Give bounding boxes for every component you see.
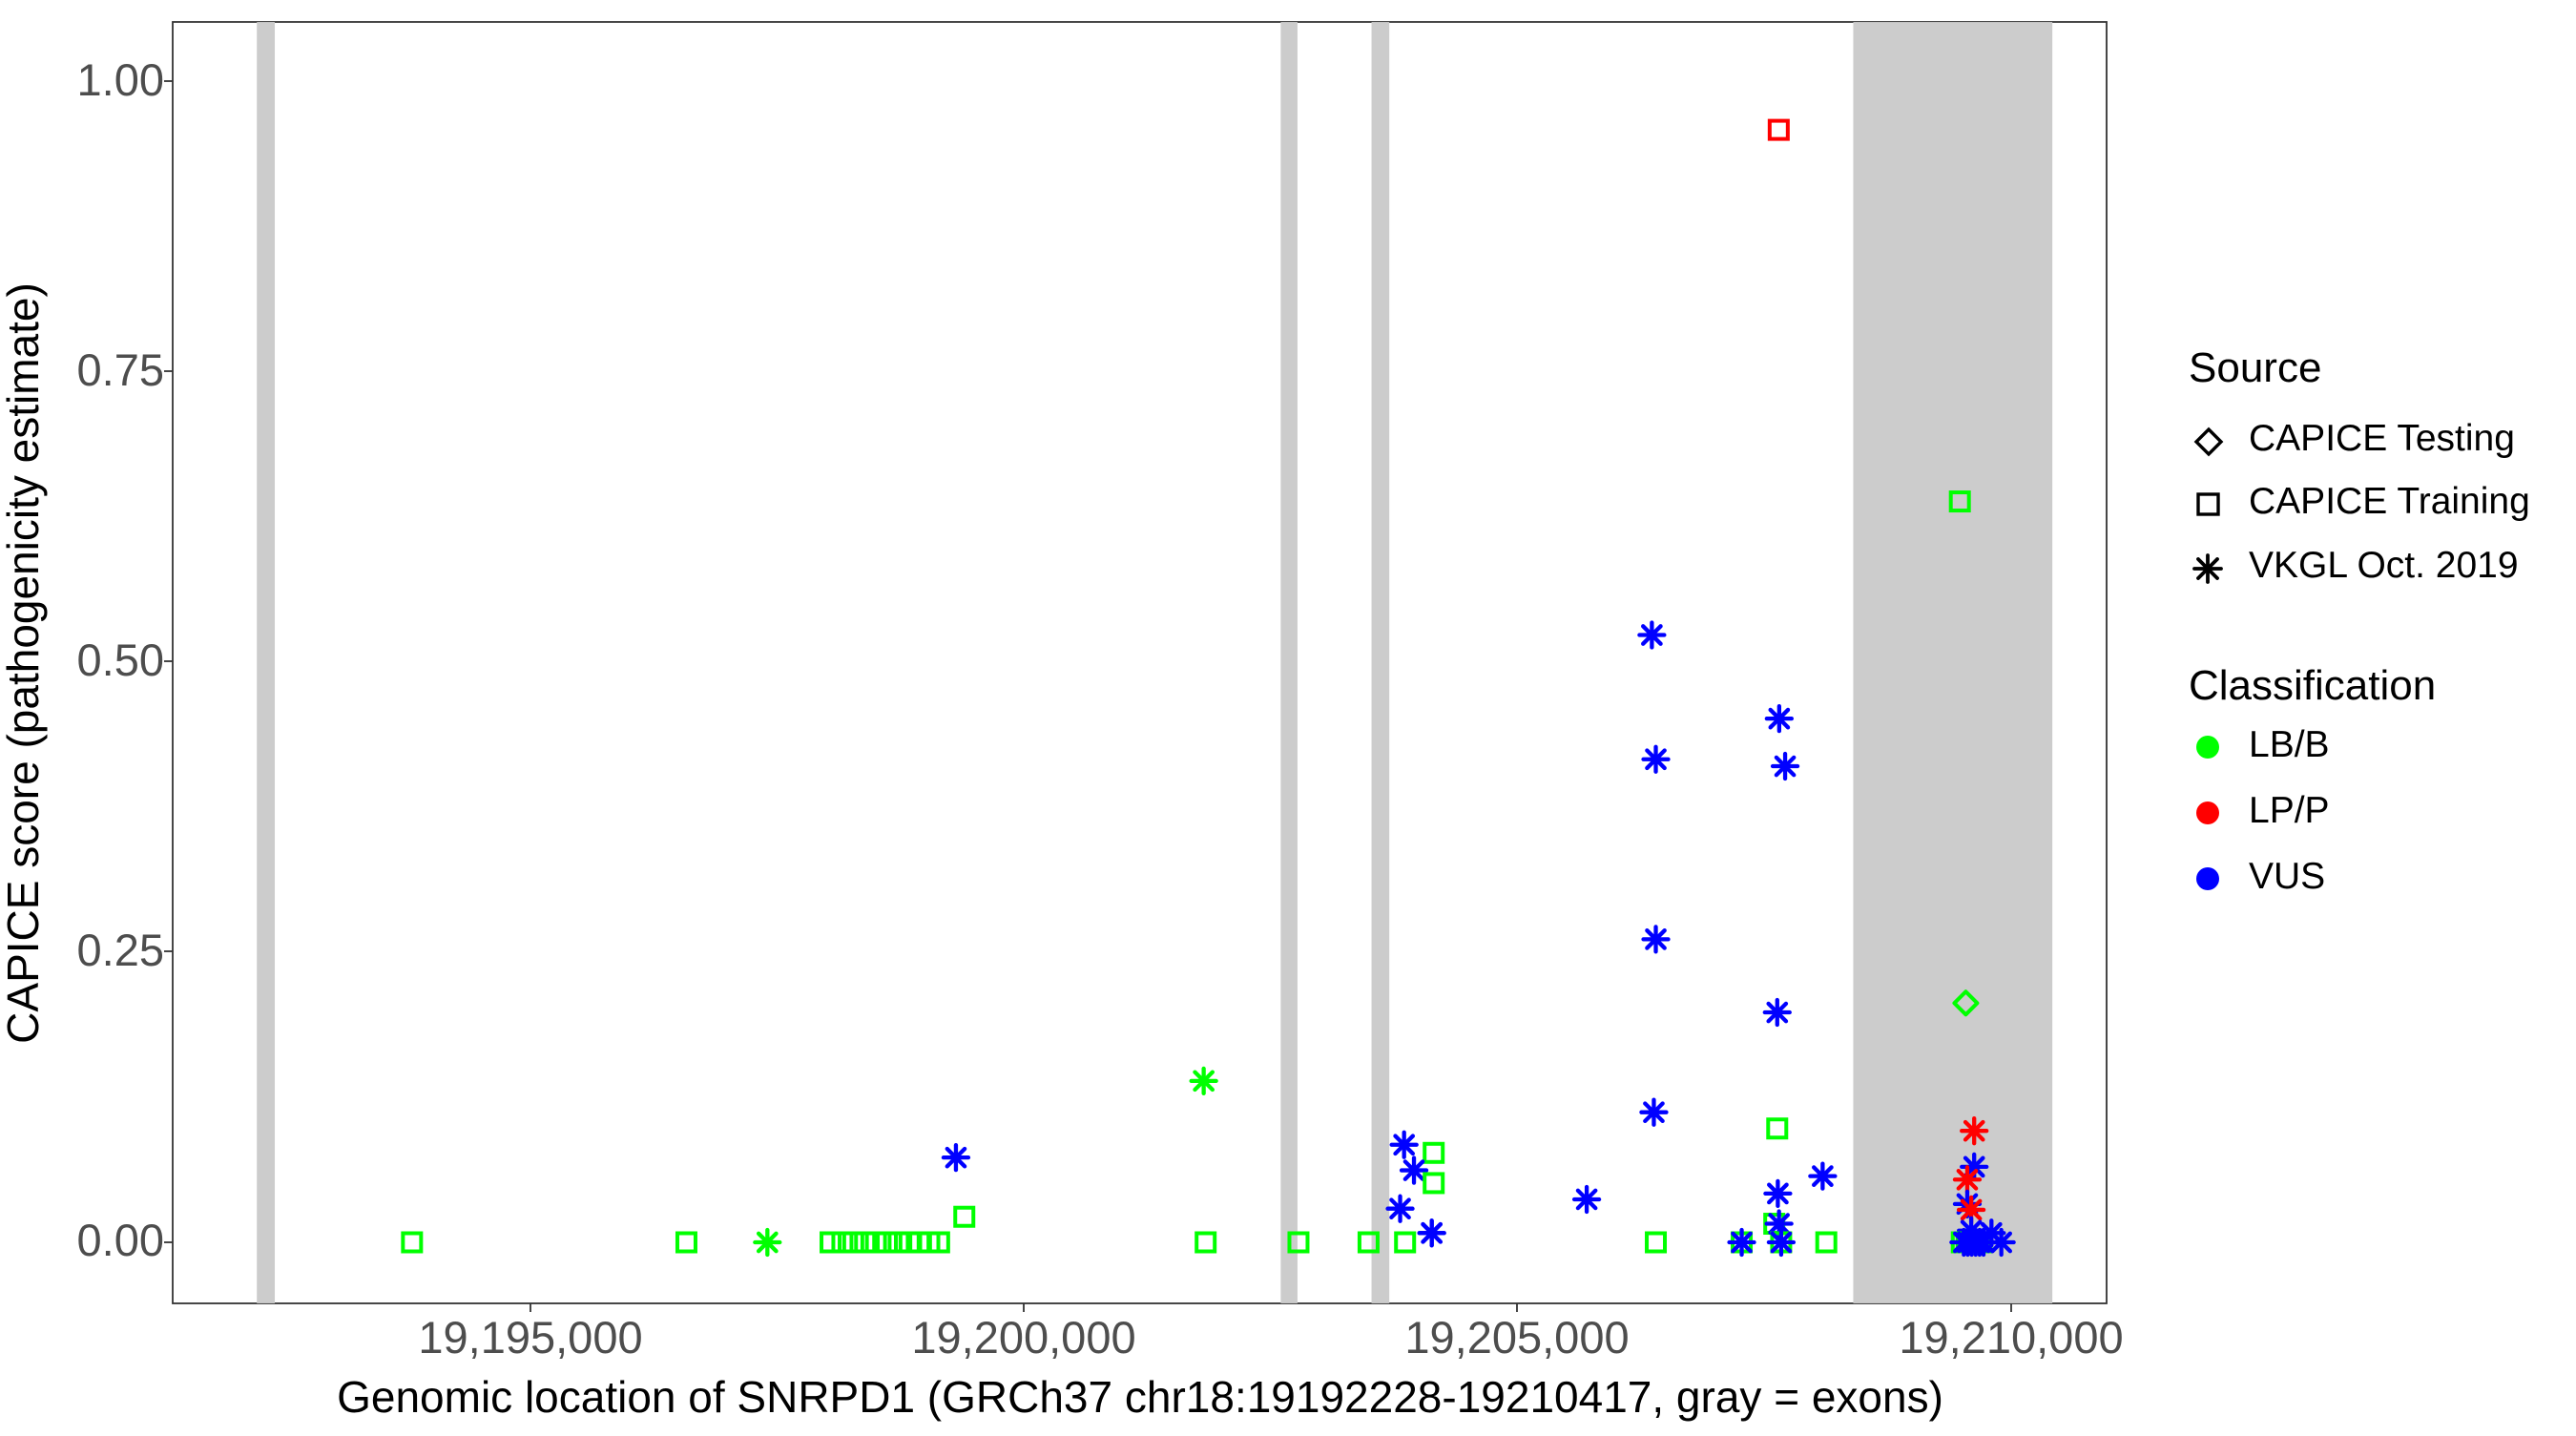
svg-text:Classification: Classification: [2189, 662, 2436, 709]
svg-text:0.50: 0.50: [77, 635, 164, 685]
svg-text:LB/B: LB/B: [2249, 724, 2330, 765]
svg-text:19,200,000: 19,200,000: [911, 1312, 1135, 1363]
svg-text:Genomic location of SNRPD1 (GR: Genomic location of SNRPD1 (GRCh37 chr18…: [337, 1372, 1943, 1422]
svg-text:0.00: 0.00: [77, 1215, 164, 1265]
svg-text:19,210,000: 19,210,000: [1899, 1312, 2123, 1363]
svg-text:CAPICE Training: CAPICE Training: [2249, 481, 2530, 522]
svg-text:0.25: 0.25: [77, 925, 164, 975]
svg-text:CAPICE score (pathogenicity es: CAPICE score (pathogenicity estimate): [0, 282, 48, 1044]
svg-text:0.75: 0.75: [77, 344, 164, 395]
svg-text:CAPICE Testing: CAPICE Testing: [2249, 418, 2515, 459]
svg-text:VUS: VUS: [2249, 856, 2325, 897]
svg-text:LP/P: LP/P: [2249, 790, 2330, 831]
svg-text:Source: Source: [2189, 344, 2321, 391]
svg-text:19,205,000: 19,205,000: [1404, 1312, 1629, 1363]
svg-text:1.00: 1.00: [77, 54, 164, 105]
svg-text:19,195,000: 19,195,000: [418, 1312, 642, 1363]
svg-text:VKGL Oct. 2019: VKGL Oct. 2019: [2249, 545, 2519, 586]
